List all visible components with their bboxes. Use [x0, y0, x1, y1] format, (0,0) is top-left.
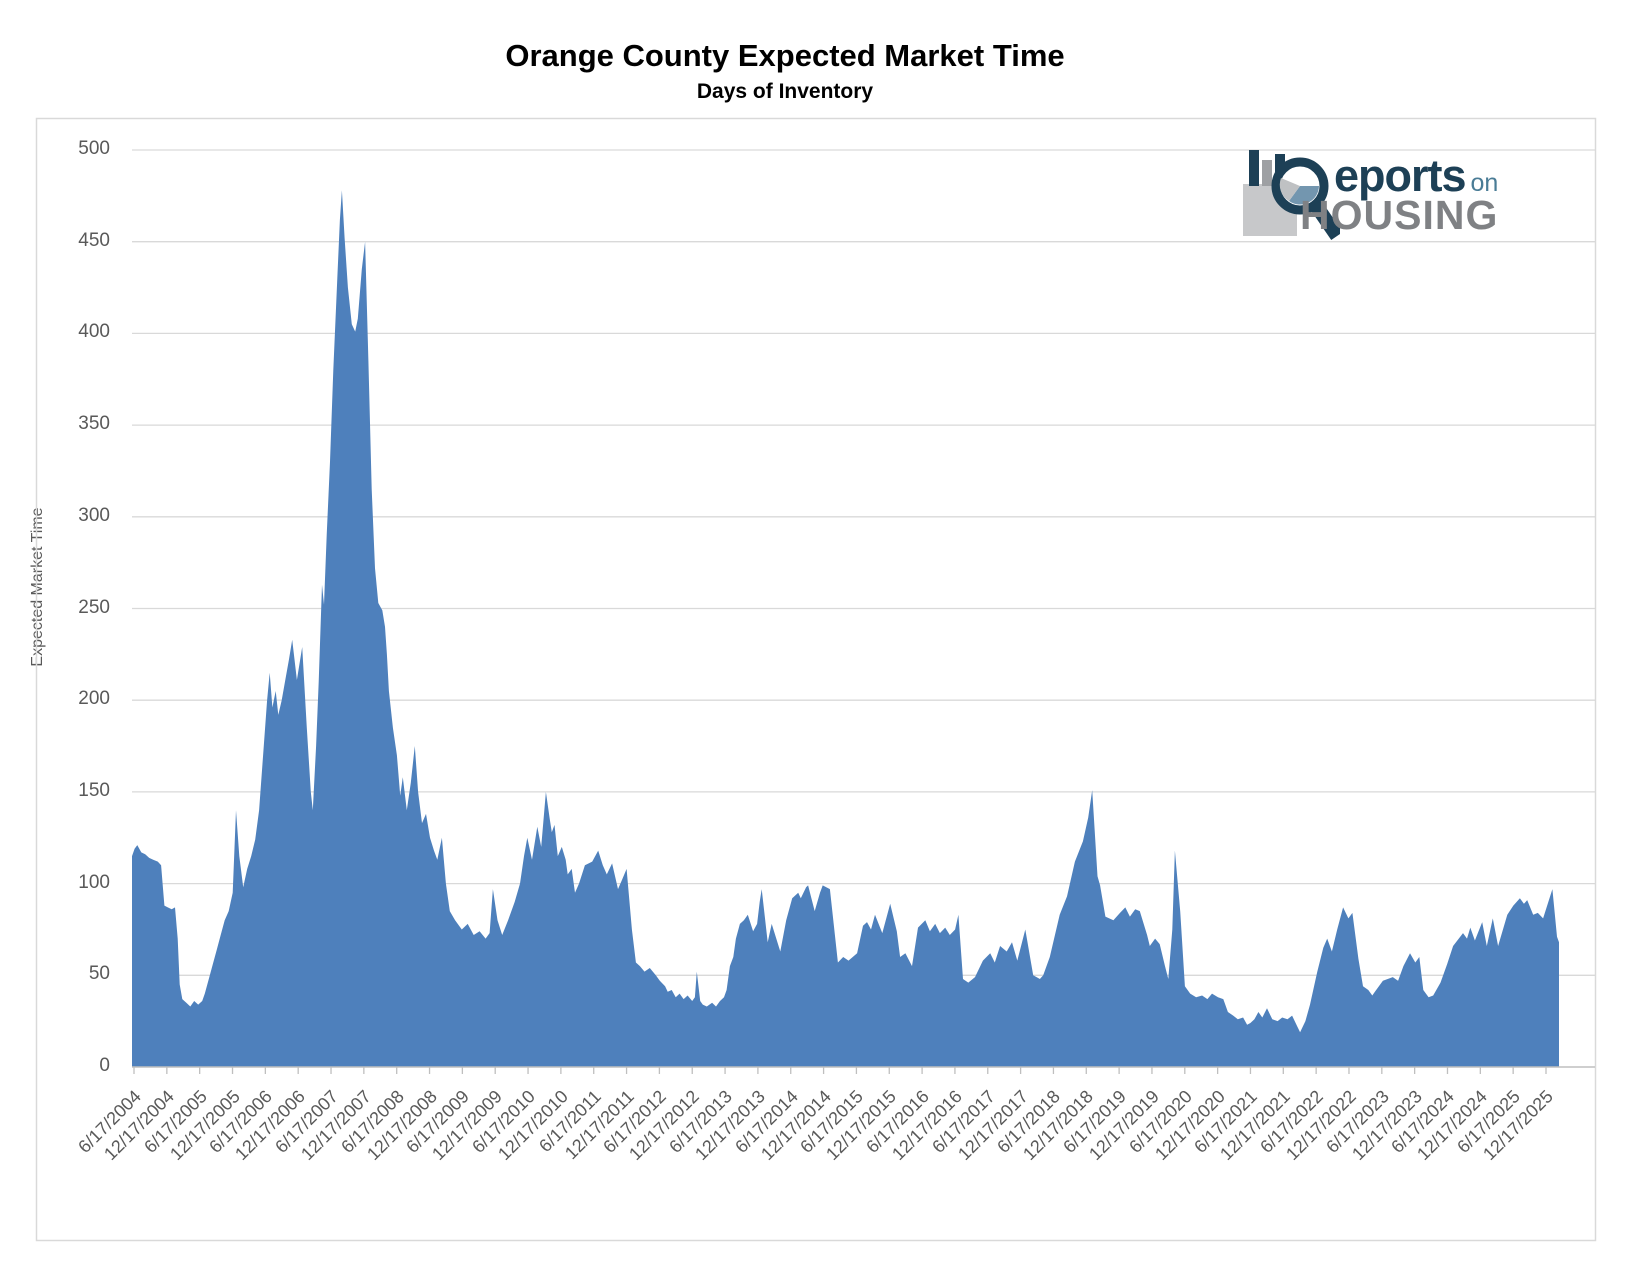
- y-axis-tick-label: 250: [78, 596, 110, 618]
- magnifier-barchart-icon: [1243, 150, 1340, 240]
- y-axis-tick-label: 150: [78, 779, 110, 801]
- reports-on-housing-logo: eports on HOUSING: [1238, 148, 1506, 244]
- chart-border: [35, 117, 1597, 1242]
- chart-subtitle: Days of Inventory: [696, 80, 874, 103]
- y-axis-tick-label: 200: [78, 688, 110, 710]
- logo-text-eports: eports: [1334, 150, 1467, 201]
- area-series-expected-market-time: [132, 190, 1559, 1068]
- x-axis-tick-marks: [133, 1067, 1547, 1074]
- y-axis-tick-label: 0: [99, 1055, 110, 1076]
- logo-text-on: on: [1470, 169, 1499, 197]
- chart-title: Orange County Expected Market Time: [505, 38, 1065, 73]
- y-axis-tick-label: 400: [78, 321, 110, 343]
- y-axis-tick-label: 300: [78, 504, 110, 526]
- y-axis-tick-label: 100: [78, 871, 110, 893]
- y-axis-tick-label: 500: [78, 138, 110, 159]
- y-axis-tick-label: 350: [78, 413, 110, 435]
- logo-text-reports: eports on: [1334, 150, 1498, 202]
- logo-text-housing: HOUSING: [1300, 192, 1499, 238]
- y-axis-tick-label: 450: [78, 229, 110, 251]
- y-axis-tick-label: 50: [88, 963, 110, 985]
